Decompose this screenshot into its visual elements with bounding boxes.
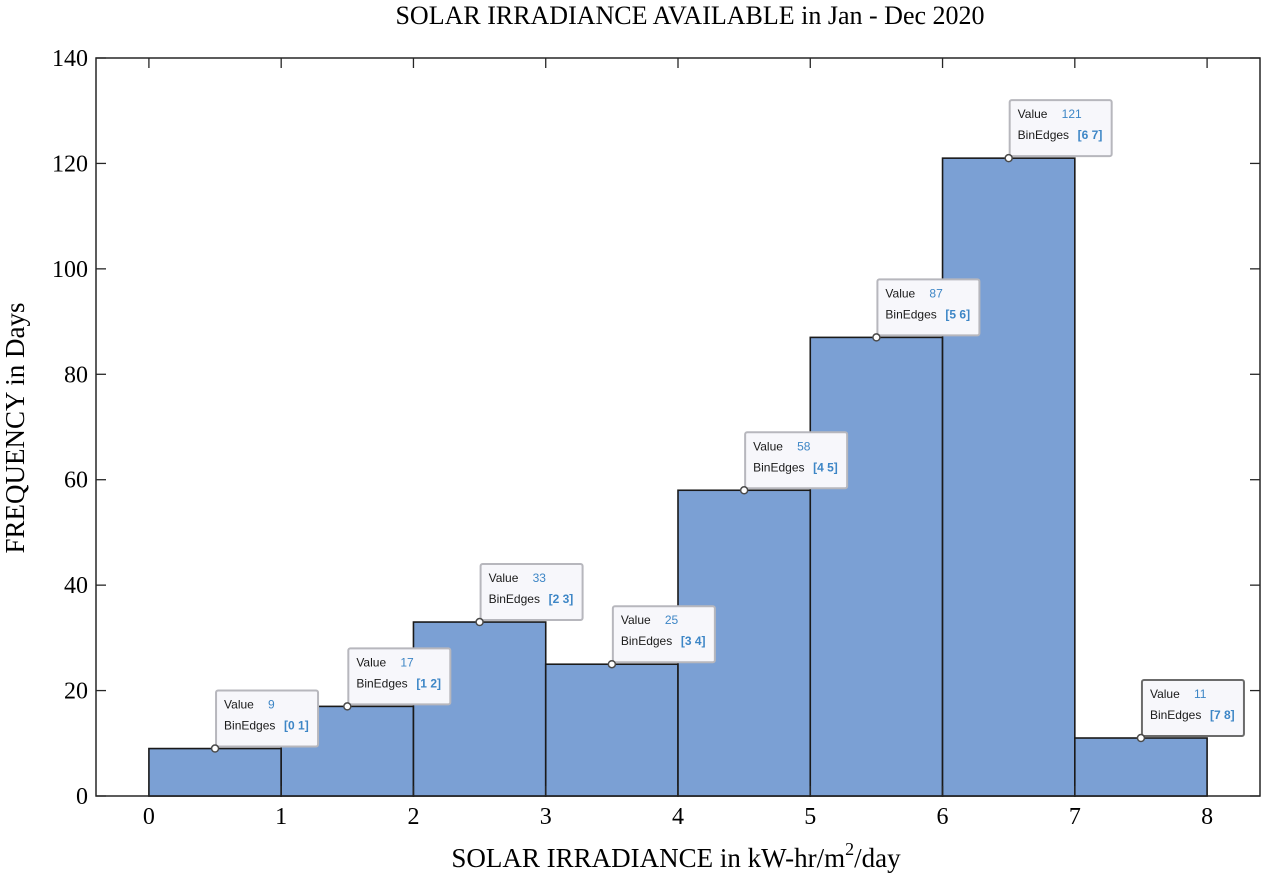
datatip-box [876,278,981,337]
x-tick-label: 0 [143,804,155,830]
x-tick-label: 5 [804,804,816,830]
datatip-value: 25 [665,613,679,627]
histogram-bar [544,663,679,797]
histogram-bar [809,336,944,797]
histogram-bar [941,157,1076,797]
datatip-value: 17 [400,655,414,669]
datatip-value-label: Value [224,698,254,712]
x-axis-label: SOLAR IRRADIANCE in kW-hr/m2/day [451,839,901,873]
x-axis-label-main: SOLAR IRRADIANCE in kW-hr/m [451,843,845,873]
datatip-value: 9 [268,698,275,712]
datatip-marker [343,702,352,711]
datatip-value: 121 [1062,107,1082,121]
datatip-binedges-label: BinEdges [489,592,540,606]
datatip-binedges: [7 8] [1210,708,1235,722]
datatip-box [1140,679,1245,738]
datatip-value-label: Value [621,613,651,627]
y-tick-label: 0 [76,784,88,810]
datatip: Value 17 BinEdges [1 2] [343,647,452,711]
datatip: Value 58 BinEdges [4 5] [739,431,849,495]
datatip-binedges: [3 4] [681,634,706,648]
datatip: Value 25 BinEdges [3 4] [607,605,716,669]
datatip: Value 11 BinEdges [7 8] [1136,679,1245,743]
y-tick-label: 80 [64,362,88,388]
datatip-value: 33 [533,571,547,585]
x-tick-label: 4 [672,804,684,830]
datatip-binedges: [0 1] [284,719,309,733]
y-tick-label: 100 [52,257,88,283]
datatip-binedges-label: BinEdges [1150,708,1201,722]
datatip-marker [739,486,749,495]
x-axis-label-tail: /day [854,843,901,873]
datatip-box [744,431,849,490]
histogram-bar [148,747,282,797]
datatip: Value 9 BinEdges [0 1] [210,689,320,753]
y-tick-label: 20 [64,679,88,705]
datatip: Value 33 BinEdges [2 3] [475,563,584,627]
y-tick-label: 120 [52,151,88,177]
x-tick-label: 7 [1069,804,1081,830]
datatip-marker [1004,153,1013,163]
chart-title: SOLAR IRRADIANCE AVAILABLE in Jan - Dec … [395,1,984,30]
y-tick-label: 40 [64,573,88,599]
datatip-marker [607,659,617,669]
datatip-marker [1136,733,1146,743]
datatip-binedges-label: BinEdges [885,307,936,321]
datatip-box [215,689,320,748]
datatip-marker [872,333,881,342]
datatip-binedges-label: BinEdges [1018,128,1069,142]
datatip-binedges: [5 6] [945,307,970,321]
datatip-marker [475,617,484,627]
x-tick-label: 8 [1201,804,1213,830]
datatip-binedges: [2 3] [549,592,574,606]
datatip-box [479,563,584,622]
datatip-binedges-label: BinEdges [224,719,275,733]
datatip-binedges-label: BinEdges [753,460,804,474]
datatip-box [1008,99,1113,158]
datatip-value-label: Value [489,571,519,585]
datatip-box [347,647,452,706]
datatip-binedges-label: BinEdges [621,634,672,648]
datatip-binedges: [4 5] [813,460,838,474]
y-axis-label: FREQUENCY in Days [0,302,30,553]
x-tick-label: 3 [540,804,552,830]
x-tick-label: 6 [937,804,949,830]
histogram-bar [1074,737,1208,797]
datatip-value: 87 [929,286,943,300]
y-tick-label: 140 [52,46,88,72]
datatip-value-label: Value [1150,687,1180,701]
datatip-box [611,605,716,664]
x-axis-label-superscript: 2 [845,839,854,859]
datatip-binedges-label: BinEdges [356,676,407,690]
datatip-value: 11 [1194,687,1207,701]
datatip-marker [210,744,220,753]
datatip: Value 121 BinEdges [6 7] [1004,99,1113,163]
datatip-value-label: Value [885,286,915,300]
x-tick-label: 2 [407,804,419,830]
datatip-value-label: Value [356,655,386,669]
x-tick-label: 1 [275,804,287,830]
datatip-binedges: [6 7] [1078,128,1103,142]
y-tick-label: 60 [64,468,88,494]
datatip-value-label: Value [753,439,783,453]
datatip-value-label: Value [1018,107,1048,121]
datatip-value: 58 [797,439,811,453]
datatip: Value 87 BinEdges [5 6] [872,278,981,342]
datatip-binedges: [1 2] [416,676,441,690]
